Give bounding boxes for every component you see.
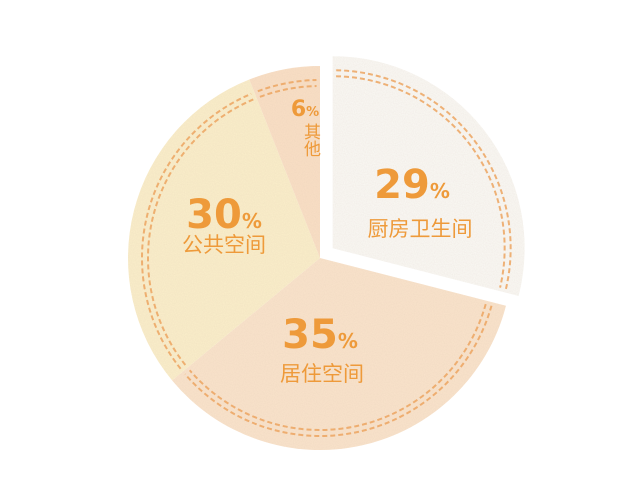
slice-other — [249, 66, 320, 258]
slice-public — [128, 79, 320, 381]
slice-label-public-name: 公共空间 — [182, 233, 266, 257]
slice-label-other-name: 其他 — [300, 123, 321, 157]
slice-label-living-name: 居住空间 — [280, 362, 364, 386]
slice-public-stitch-1 — [141, 92, 252, 370]
slice-label-public-value: 30% — [186, 192, 262, 238]
slice-label-living-value: 35% — [282, 312, 358, 358]
slice-living-stitch-1 — [184, 305, 493, 437]
slice-other-stitch-1 — [257, 79, 317, 93]
slice-kitchen-bath — [332, 56, 525, 296]
slice-kitchen-bath-stitch-2 — [336, 75, 506, 288]
slice-living-stitch-2 — [188, 303, 487, 431]
slice-label-kitchen-bath-value: 29% — [374, 162, 450, 208]
slice-other-stitch-2 — [259, 85, 317, 98]
slice-label-kitchen-bath-name: 厨房卫生间 — [368, 217, 473, 241]
slice-label-other-value: 6% — [291, 97, 319, 122]
slice-living — [172, 258, 506, 450]
